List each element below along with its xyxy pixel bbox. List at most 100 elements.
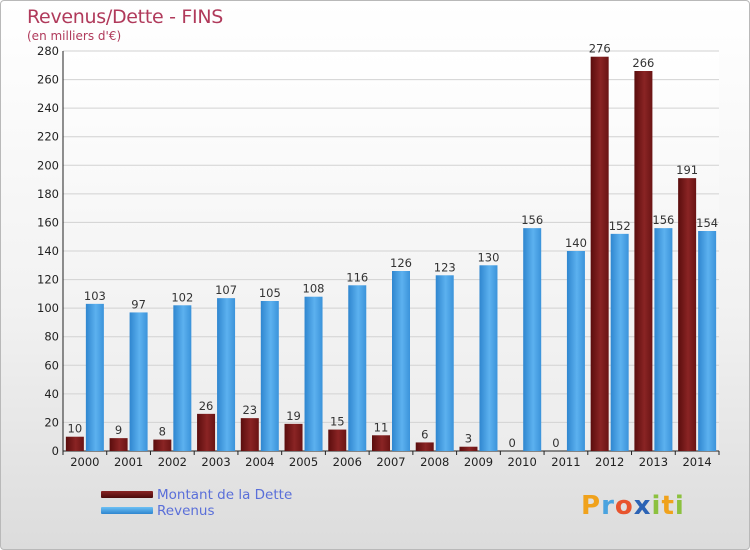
bar-revenus <box>698 231 717 451</box>
data-label-revenus: 102 <box>171 290 193 304</box>
data-label-revenus: 105 <box>259 286 281 300</box>
logo-letter: x <box>633 491 652 521</box>
y-tick-label: 20 <box>44 415 59 429</box>
x-tick-label: 2014 <box>682 455 711 469</box>
x-tick-label: 2010 <box>508 455 537 469</box>
logo-letter: r <box>601 491 615 521</box>
data-label-dette: 0 <box>509 436 516 450</box>
grid-lines <box>62 50 719 452</box>
logo-letter: i <box>674 491 685 521</box>
data-label-dette: 11 <box>374 420 389 434</box>
bar-dette <box>153 439 172 451</box>
logo-letter: o <box>614 491 634 521</box>
x-tick-label: 2012 <box>595 455 624 469</box>
bar-dette <box>459 446 478 451</box>
bar-revenus <box>217 298 236 451</box>
data-label-dette: 0 <box>552 436 559 450</box>
data-label-revenus: 152 <box>609 219 631 233</box>
bar-revenus <box>610 233 629 451</box>
bar-dette <box>240 418 259 451</box>
data-label-revenus: 154 <box>696 216 718 230</box>
bar-dette <box>415 442 434 451</box>
bar-dette <box>65 436 84 451</box>
y-tick-label: 60 <box>44 358 59 372</box>
bar-dette <box>197 413 216 451</box>
bar-revenus <box>85 303 104 451</box>
data-label-revenus: 140 <box>565 236 587 250</box>
chart-title: Revenus/Dette - FINS <box>27 6 224 28</box>
legend-label-dette: Montant de la Dette <box>157 487 293 503</box>
legend-swatch-revenus <box>101 507 153 514</box>
bar-revenus <box>348 285 367 451</box>
y-tick-label: 140 <box>37 244 59 258</box>
x-tick-label: 2009 <box>464 455 493 469</box>
y-axis-ticks: 0 20 40 60 80 100 120 140 160 180 200 220 240 260 280 <box>37 44 59 458</box>
x-tick-label: 2006 <box>333 455 362 469</box>
data-label-revenus: 123 <box>434 260 456 274</box>
data-label-dette: 23 <box>242 403 257 417</box>
x-tick-label: 2007 <box>376 455 405 469</box>
proxiti-logo: Proxiti <box>581 491 685 521</box>
y-tick-label: 220 <box>37 130 59 144</box>
bar-revenus <box>129 312 148 451</box>
y-tick-label: 40 <box>44 387 59 401</box>
bar-dette <box>372 435 390 451</box>
x-tick-label: 2001 <box>114 455 143 469</box>
data-label-revenus: 107 <box>215 283 237 297</box>
x-tick-label: 2000 <box>70 455 99 469</box>
y-tick-label: 280 <box>37 44 59 58</box>
y-tick-label: 240 <box>37 101 59 115</box>
x-tick-label: 2011 <box>551 455 580 469</box>
data-label-revenus: 156 <box>521 213 543 227</box>
y-tick-label: 180 <box>37 187 59 201</box>
data-label-dette: 266 <box>632 56 654 70</box>
bar-dette <box>284 423 303 451</box>
logo-letter: P <box>581 491 602 521</box>
y-tick-label: 100 <box>37 301 59 315</box>
data-label-dette: 15 <box>330 415 345 429</box>
bar-revenus <box>173 305 192 451</box>
bar-revenus <box>654 228 673 451</box>
bar-revenus <box>260 301 279 451</box>
y-tick-label: 200 <box>37 158 59 172</box>
bar-revenus <box>523 228 542 451</box>
data-label-revenus: 126 <box>390 256 412 270</box>
y-tick-label: 260 <box>37 73 59 87</box>
data-label-revenus: 116 <box>346 270 368 284</box>
bars <box>65 56 717 451</box>
x-tick-label: 2002 <box>158 455 187 469</box>
bar-dette <box>328 429 347 451</box>
data-label-dette: 3 <box>465 432 472 446</box>
y-tick-label: 0 <box>52 444 59 458</box>
data-label-dette: 191 <box>676 163 698 177</box>
logo-letter: t <box>661 491 675 521</box>
bar-revenus <box>435 275 454 451</box>
bar-revenus <box>304 296 323 451</box>
data-label-dette: 276 <box>589 42 611 56</box>
data-label-dette: 9 <box>115 423 122 437</box>
bar-dette <box>634 71 653 451</box>
data-label-dette: 19 <box>286 409 301 423</box>
data-label-dette: 8 <box>159 425 166 439</box>
x-tick-label: 2003 <box>201 455 230 469</box>
x-tick-label: 2005 <box>289 455 318 469</box>
y-tick-label: 80 <box>44 330 59 344</box>
legend-label-revenus: Revenus <box>157 503 215 519</box>
data-labels: 10 103 9 97 8 102 26 107 23 105 19 108 15 116 11 126 6 12… <box>68 42 719 450</box>
data-label-dette: 26 <box>199 399 214 413</box>
logo-letter: i <box>651 491 662 521</box>
x-axis-ticks: 2000 2001 2002 2003 2004 2005 2006 2007 2008 2009… <box>62 451 720 469</box>
bar-chart: 020406080100120140160180200220240260280 … <box>37 42 720 469</box>
data-label-revenus: 108 <box>303 282 325 296</box>
x-tick-label: 2013 <box>639 455 668 469</box>
chart-subtitle: (en milliers d'€) <box>27 29 122 43</box>
bar-dette <box>678 178 697 451</box>
bar-dette <box>109 438 128 451</box>
data-label-revenus: 103 <box>84 289 106 303</box>
data-label-revenus: 130 <box>477 250 499 264</box>
bar-dette <box>590 56 609 451</box>
x-tick-label: 2008 <box>420 455 449 469</box>
y-tick-label: 120 <box>37 273 59 287</box>
y-tick-label: 160 <box>37 215 59 229</box>
